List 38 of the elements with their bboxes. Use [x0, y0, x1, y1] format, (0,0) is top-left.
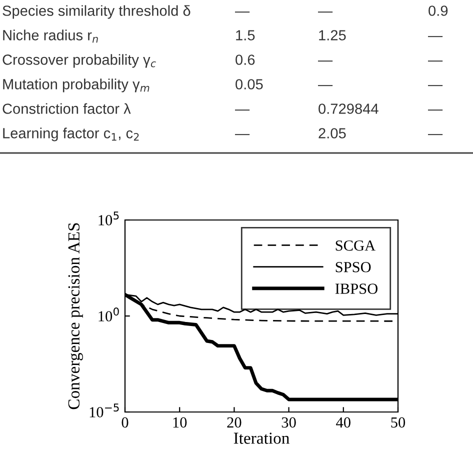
text: 0.729844	[318, 104, 378, 114]
text: —	[428, 36, 443, 38]
text: —	[428, 60, 443, 62]
x-axis-title: Iteration	[234, 432, 290, 444]
x-tick-label: 10	[173, 417, 187, 428]
y-tick-label: 10$^{−5}$	[90, 404, 119, 418]
legend-label: SPSO	[336, 262, 371, 272]
text: Constriction factor λ	[2, 103, 131, 114]
text: 1.25	[319, 30, 346, 40]
text: Learning factor c$_{1}$, c$_{2}$	[3, 128, 139, 142]
text: —	[235, 110, 250, 111]
text: —	[428, 85, 443, 86]
y-axis-title: Convergence precision AES	[68, 223, 83, 410]
text: 2.05	[318, 128, 346, 138]
text: Species similarity threshold δ	[2, 5, 190, 19]
text: —	[428, 110, 443, 111]
text: 1.5	[236, 30, 255, 40]
text: —	[428, 134, 443, 136]
x-tick-label: 50	[391, 417, 406, 428]
text: 0.6	[236, 54, 255, 65]
text: —	[318, 85, 333, 86]
legend-label: SCGA	[336, 240, 376, 251]
text: —	[318, 12, 333, 13]
x-tick-label: 40	[336, 417, 350, 428]
x-tick-label: 0	[122, 417, 128, 428]
text: —	[318, 60, 333, 62]
x-tick-label: 30	[282, 417, 296, 428]
text: —	[235, 134, 250, 136]
text: Niche radius r$_{n}$	[3, 30, 98, 43]
text: Mutation probability γ$_{m}$	[3, 78, 150, 92]
text: Crossover probability γ$_{c}$	[2, 54, 156, 68]
text: —	[235, 12, 250, 13]
y-tick-label: 10$^{5}$	[98, 212, 119, 226]
x-tick-label: 20	[227, 417, 242, 428]
text: 0.9	[428, 6, 448, 16]
text: 0.05	[236, 79, 263, 90]
legend-label: IBPSO	[335, 284, 378, 294]
y-tick-label: 10$^{0}$	[98, 308, 119, 322]
